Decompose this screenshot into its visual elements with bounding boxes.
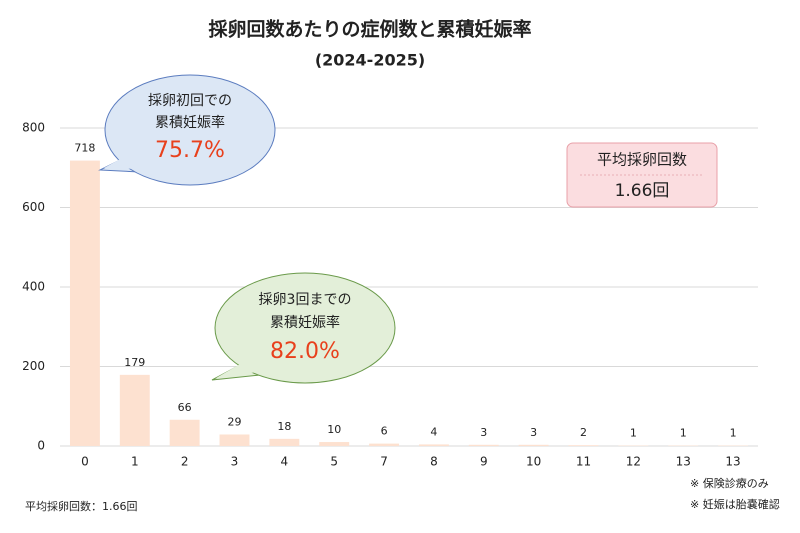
footer: 平均採卵回数：1.66回 <box>25 499 138 513</box>
callout-text: 累積妊娠率 <box>270 314 340 331</box>
y-tick-label: 200 <box>22 359 45 373</box>
data-label: 10 <box>327 423 341 436</box>
y-tick-label: 800 <box>22 121 45 135</box>
y-tick-label: 600 <box>22 200 45 214</box>
bar <box>269 438 300 446</box>
bar <box>468 444 499 446</box>
x-tick-label: 12 <box>626 455 641 469</box>
chart-title: 採卵回数あたりの症例数と累積妊娠率 <box>208 18 531 41</box>
callout-text: 採卵初回での <box>148 92 232 109</box>
x-tick-label: 3 <box>231 455 239 469</box>
average-value: 1.66回 <box>615 181 670 201</box>
x-tick-label: 10 <box>526 455 541 469</box>
x-tick-label: 13 <box>725 455 740 469</box>
data-label: 4 <box>430 425 437 438</box>
callout-bubble <box>104 74 276 186</box>
x-tick-label: 4 <box>281 455 289 469</box>
bar <box>169 419 200 446</box>
note: ※ 妊娠は胎嚢確認 <box>690 497 780 511</box>
data-label: 718 <box>74 142 95 155</box>
bar <box>119 374 150 446</box>
bar <box>518 444 549 446</box>
data-label: 6 <box>381 425 388 438</box>
callout-rate: 82.0% <box>270 339 340 364</box>
bar <box>418 444 449 446</box>
data-label: 1 <box>680 427 687 440</box>
average-label: 平均採卵回数 <box>597 151 687 169</box>
data-label: 29 <box>228 415 242 428</box>
x-tick-label: 2 <box>181 455 189 469</box>
callout-text: 累積妊娠率 <box>155 114 225 131</box>
x-tick-label: 1 <box>131 455 139 469</box>
data-label: 179 <box>124 356 145 369</box>
x-tick-label: 8 <box>430 455 438 469</box>
bar <box>319 442 350 446</box>
x-tick-label: 9 <box>480 455 488 469</box>
callout-rate: 75.7% <box>155 138 225 163</box>
data-label: 1 <box>730 427 737 440</box>
data-label: 3 <box>530 426 537 439</box>
x-tick-label: 7 <box>380 455 388 469</box>
data-label: 66 <box>178 401 192 414</box>
x-tick-label: 0 <box>81 455 89 469</box>
bar <box>219 434 250 446</box>
data-label: 2 <box>580 426 587 439</box>
bar <box>69 160 100 446</box>
chart-subtitle: (2024-2025) <box>315 51 425 70</box>
callout-tail-fill <box>216 363 258 378</box>
data-label: 3 <box>480 426 487 439</box>
y-tick-label: 400 <box>22 280 45 294</box>
callout-text: 採卵3回までの <box>259 292 352 308</box>
x-tick-label: 11 <box>576 455 591 469</box>
bar <box>568 445 599 446</box>
x-tick-label: 5 <box>330 455 338 469</box>
note: ※ 保険診療のみ <box>690 476 769 490</box>
x-tick-label: 13 <box>676 455 691 469</box>
data-label: 18 <box>277 420 291 433</box>
y-tick-label: 0 <box>37 439 45 453</box>
data-label: 1 <box>630 427 637 440</box>
bar <box>369 443 400 446</box>
callout-bubble <box>214 272 396 384</box>
callout-tail-fill <box>104 158 138 169</box>
